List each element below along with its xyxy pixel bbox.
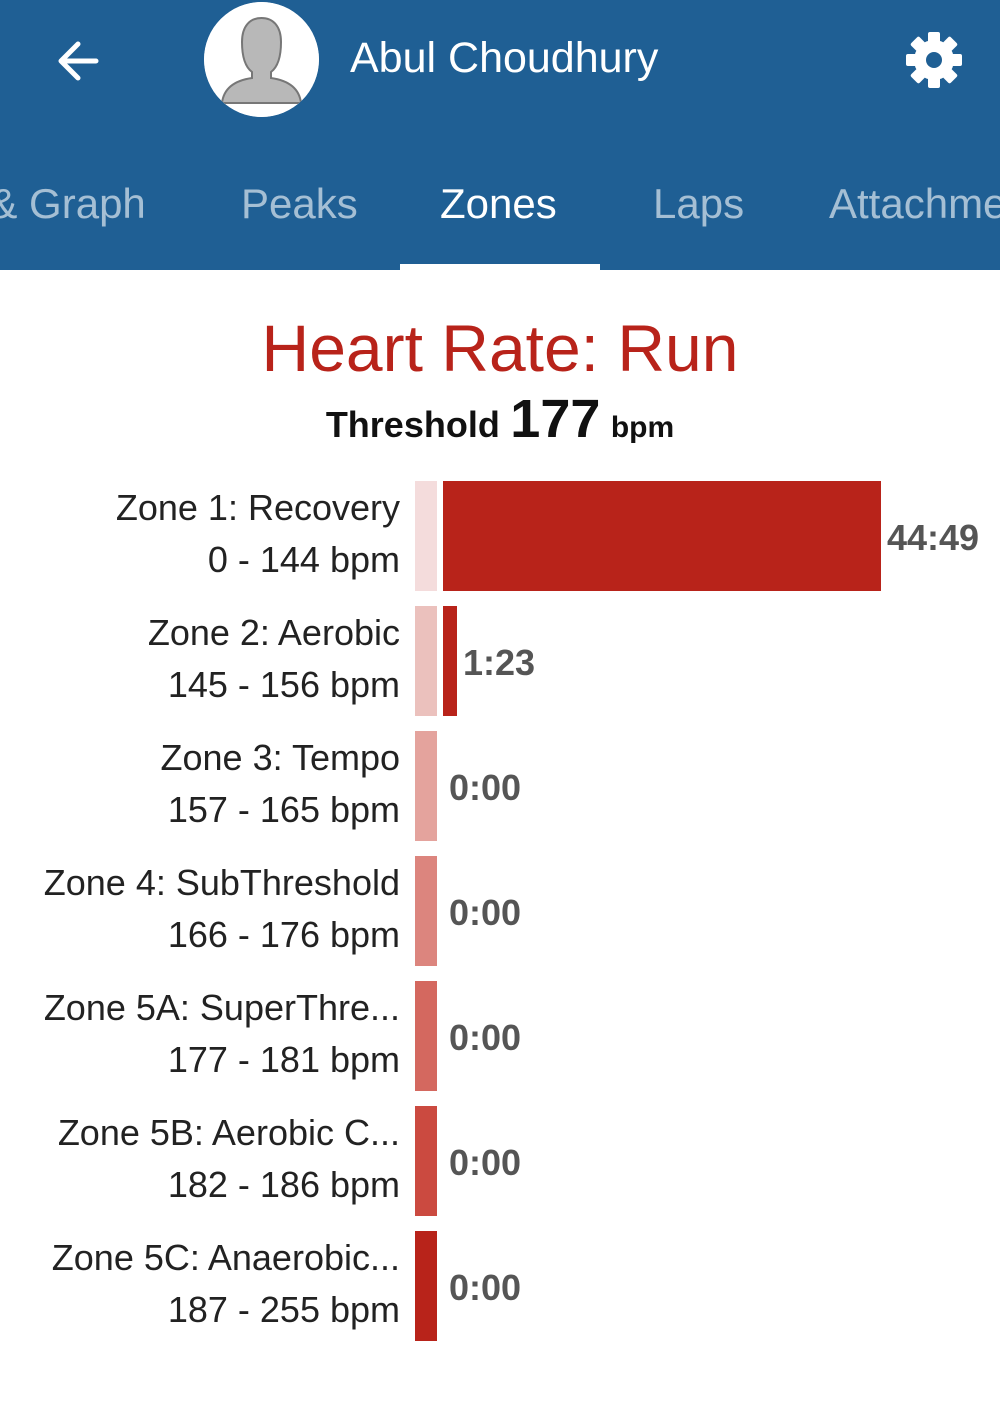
threshold-unit: bpm xyxy=(610,411,675,444)
zone-name-label: Zone 3: Tempo xyxy=(160,737,400,778)
tab-attachments[interactable]: Attachments xyxy=(829,180,1000,227)
zone-range-label: 177 - 181 bpm xyxy=(167,1039,400,1080)
user-name: Abul Choudhury xyxy=(350,34,659,82)
avatar[interactable] xyxy=(204,2,319,117)
zone-time-label: 0:00 xyxy=(449,1267,522,1308)
zone-range-label: 0 - 144 bpm xyxy=(207,539,400,580)
zone-range-label: 166 - 176 bpm xyxy=(167,914,400,955)
zone-color-swatch xyxy=(415,856,437,966)
threshold-value: 177 xyxy=(510,389,601,449)
zone-name-label: Zone 5A: SuperThre... xyxy=(43,987,400,1028)
zone-range-label: 182 - 186 bpm xyxy=(167,1164,400,1205)
tab-peaks[interactable]: Peaks xyxy=(241,180,358,227)
zone-name-label: Zone 4: SubThreshold xyxy=(43,862,400,903)
zone-color-swatch xyxy=(415,481,437,591)
gear-icon xyxy=(906,32,962,88)
chart-title: Heart Rate: Run xyxy=(261,311,739,385)
active-tab-indicator xyxy=(400,264,600,270)
back-button[interactable] xyxy=(40,26,116,96)
zone-color-swatch xyxy=(415,1231,437,1341)
app-header: Abul Choudhury Map & Graph Peaks Zones L… xyxy=(0,0,1000,270)
zone-time-label: 0:00 xyxy=(449,1017,522,1058)
tab-zones[interactable]: Zones xyxy=(440,180,557,227)
threshold-label: Threshold xyxy=(325,404,500,445)
zone-time-bar[interactable] xyxy=(443,481,881,591)
zone-color-swatch xyxy=(415,606,437,716)
tab-bar: Map & Graph Peaks Zones Laps Attachments xyxy=(0,140,1000,270)
zone-time-bar[interactable] xyxy=(443,606,457,716)
arrow-left-icon xyxy=(58,41,99,81)
zone-name-label: Zone 5B: Aerobic C... xyxy=(57,1112,400,1153)
zone-name-label: Zone 1: Recovery xyxy=(115,487,400,528)
zone-time-label: 44:49 xyxy=(887,517,980,558)
person-silhouette-icon xyxy=(204,2,319,117)
tab-map-graph[interactable]: Map & Graph xyxy=(0,180,146,227)
settings-button[interactable] xyxy=(898,24,970,96)
zone-time-label: 0:00 xyxy=(449,892,522,933)
zone-time-label: 1:23 xyxy=(463,642,536,683)
zone-time-label: 0:00 xyxy=(449,1142,522,1183)
zone-range-label: 157 - 165 bpm xyxy=(167,789,400,830)
zone-color-swatch xyxy=(415,1106,437,1216)
zone-name-label: Zone 5C: Anaerobic... xyxy=(51,1237,400,1278)
zone-color-swatch xyxy=(415,731,437,841)
zone-range-label: 145 - 156 bpm xyxy=(167,664,400,705)
zone-color-swatch xyxy=(415,981,437,1091)
zone-time-label: 0:00 xyxy=(449,767,522,808)
zone-range-label: 187 - 255 bpm xyxy=(167,1289,400,1330)
zone-name-label: Zone 2: Aerobic xyxy=(147,612,400,653)
threshold-line: Threshold 177 bpm xyxy=(0,388,1000,450)
tab-laps[interactable]: Laps xyxy=(653,180,745,227)
